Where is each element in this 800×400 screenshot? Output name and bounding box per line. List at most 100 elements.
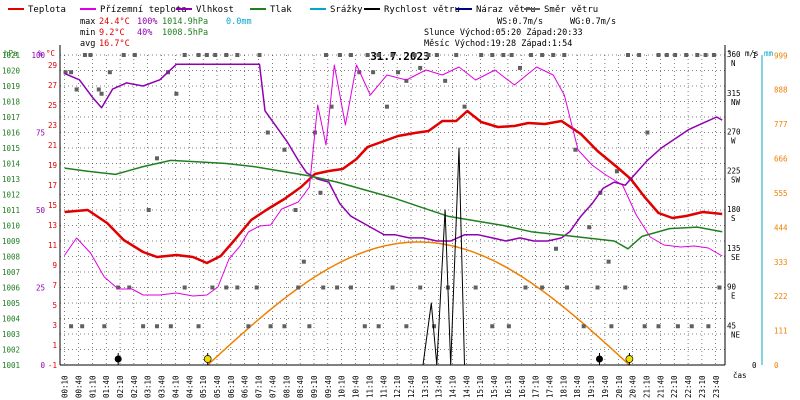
wind-direction-point	[384, 104, 389, 109]
min-temp: 9.2°C	[99, 28, 125, 38]
wind-direction-point	[664, 53, 669, 57]
celsius-tick: 17	[48, 181, 57, 190]
x-tick: 06:40	[241, 375, 250, 398]
hpa-tick: 1008	[2, 253, 21, 262]
hpa-tick: 1011	[2, 206, 20, 215]
wind-direction-point	[581, 324, 586, 329]
wind-direction-point	[321, 285, 326, 290]
wind-direction-point	[210, 285, 215, 290]
legend-label: Srážky	[330, 5, 363, 15]
wind-direction-point	[490, 324, 495, 329]
wind-direction-point	[418, 285, 423, 290]
x-tick: 05:10	[199, 375, 208, 398]
hpa-tick: 1001	[2, 361, 20, 370]
wind-direction-point	[204, 53, 209, 57]
wind-direction-point	[689, 324, 694, 329]
wind-direction-point	[80, 324, 85, 329]
wind-direction-point	[404, 78, 409, 83]
x-tick: 16:10	[504, 375, 513, 398]
x-tick: 01:10	[88, 375, 97, 398]
moon-marker	[595, 355, 603, 363]
wind-direction-point	[412, 53, 417, 57]
wind-direction-point	[268, 324, 273, 329]
max-temp: 24.4°C	[99, 17, 130, 27]
x-tick: 21:10	[642, 375, 651, 398]
wind-direction-point	[695, 53, 700, 57]
wind-direction-point	[573, 147, 578, 152]
wind-direction-point	[257, 53, 262, 57]
celsius-tick: 27	[48, 81, 57, 90]
wind-direction-point	[454, 53, 459, 57]
x-tick: 07:10	[255, 375, 264, 398]
legend-label: Směr větru	[544, 5, 598, 15]
degree-tick: 315	[727, 89, 741, 98]
wind-direction-point	[154, 156, 159, 161]
wind-direction-point	[587, 225, 592, 230]
wind-direction-point	[265, 130, 270, 135]
x-tick: 15:40	[490, 375, 499, 398]
wind-direction-point	[329, 104, 334, 109]
wind-direction-point	[307, 324, 312, 329]
mm-tick: 666	[774, 155, 788, 164]
percent-tick: 0	[40, 361, 45, 370]
x-tick: 02:40	[130, 375, 139, 398]
legend-label: Náraz větru	[476, 5, 536, 15]
degree-tick: 135	[727, 244, 741, 253]
celsius-tick: 25	[48, 101, 57, 110]
x-axis-label: čas	[733, 371, 747, 380]
wind-axis-label: m/s	[745, 49, 759, 58]
wind-direction-point	[432, 324, 437, 329]
wind-direction-point	[116, 285, 121, 290]
celsius-tick: 1	[52, 341, 57, 350]
hpa-tick: 1015	[2, 144, 20, 153]
hpa-tick: 1012	[2, 191, 20, 200]
hpa-tick: 1005	[2, 299, 20, 308]
wind-direction-point	[324, 53, 328, 57]
wind-direction-point	[141, 324, 146, 329]
hpa-tick: 1007	[2, 268, 20, 277]
x-tick: 01:40	[102, 375, 111, 398]
sun-marker	[203, 355, 212, 363]
wind-direction-point	[301, 259, 306, 264]
wind-direction-point	[540, 285, 545, 290]
wind-direction-point	[675, 324, 680, 329]
mm-axis-label: mm	[764, 49, 774, 58]
wind-direction-point	[348, 53, 353, 57]
x-tick: 10:10	[338, 375, 347, 398]
wind-direction-point	[82, 53, 87, 57]
wind-direction-point	[396, 70, 401, 75]
compass-tick: N	[731, 59, 736, 68]
x-tick: 12:10	[393, 375, 402, 398]
max-label: max	[80, 17, 95, 27]
wind-direction-point	[99, 91, 104, 96]
wind-direction-point	[614, 169, 619, 174]
wind-direction-point	[196, 53, 201, 57]
celsius-tick: 23	[48, 121, 57, 130]
wind-direction-point	[296, 285, 301, 290]
x-tick: 23:10	[698, 375, 707, 398]
wind-direction-point	[235, 53, 240, 57]
wind-direction-point	[132, 53, 137, 57]
wind-direction-point	[656, 53, 661, 57]
x-tick: 14:10	[449, 375, 458, 398]
hpa-tick: 1003	[2, 330, 20, 339]
wind-direction-point	[490, 53, 495, 57]
wind-direction-point	[282, 147, 287, 152]
wind-direction-point	[509, 53, 514, 57]
wind-direction-point	[69, 70, 74, 75]
x-tick: 11:40	[379, 375, 388, 398]
x-tick: 19:10	[587, 375, 596, 398]
legend-label: Rychlost větru	[384, 5, 460, 15]
legend-label: Tlak	[270, 5, 292, 15]
moon-marker	[114, 355, 122, 363]
wind-direction-point	[717, 285, 722, 290]
x-tick: 20:10	[615, 375, 624, 398]
x-tick: 10:40	[352, 375, 361, 398]
hpa-tick: 1019	[2, 82, 20, 91]
wind-direction-point	[371, 70, 376, 75]
degree-tick: 270	[727, 128, 741, 137]
wind-direction-point	[703, 53, 708, 57]
wind-direction-point	[224, 285, 229, 290]
hpa-tick: 1010	[2, 222, 21, 231]
